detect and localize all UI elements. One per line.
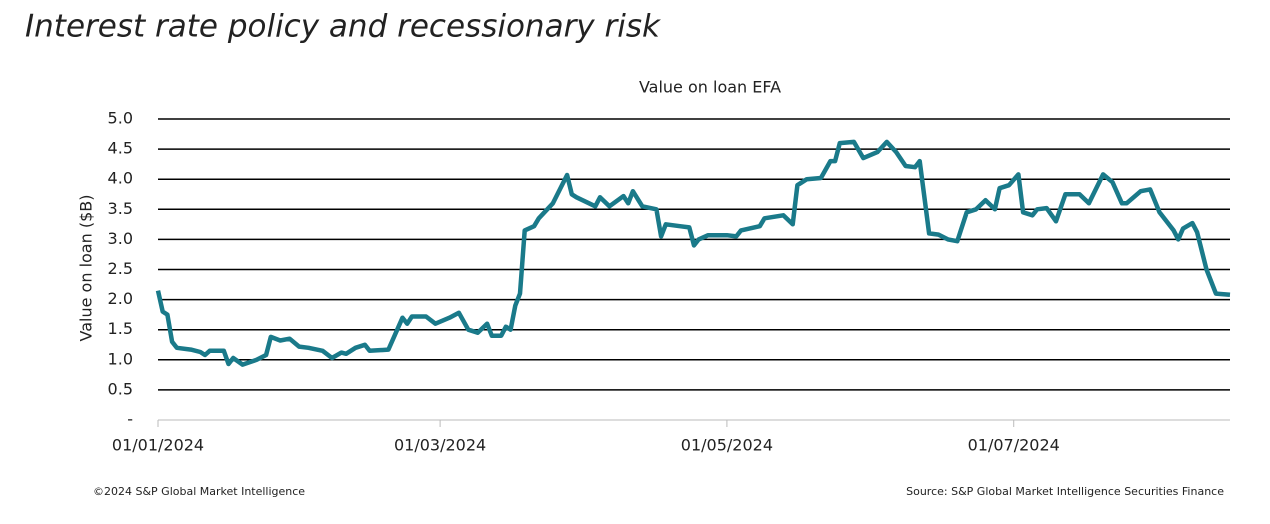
y-tick-label: 1.0 [108,349,133,368]
x-tick-label: 01/07/2024 [968,436,1060,455]
y-tick-label: 4.5 [108,139,133,158]
x-tick-label: 01/03/2024 [394,436,486,455]
page-heading: Interest rate policy and recessionary ri… [25,9,661,45]
data-line [155,139,1231,367]
x-tick-label: 01/05/2024 [681,436,773,455]
y-tick-label: 4.0 [108,169,133,188]
y-tick-label: 3.5 [108,199,133,218]
chart-title: Value on loan EFA [639,78,781,97]
y-tick-label: 2.0 [108,289,133,308]
y-tick-label: 0.5 [108,379,133,398]
footer-left: ©2024 S&P Global Market Intelligence [93,485,305,498]
y-tick-label: 2.5 [108,259,133,278]
y-axis-label: Value on loan ($B) [77,195,96,342]
y-tick-label: 1.5 [108,319,133,338]
x-tick-label: 01/01/2024 [112,436,204,455]
y-tick-label: - [127,410,133,429]
footer-right: Source: S&P Global Market Intelligence S… [906,485,1224,498]
y-tick-label: 5.0 [108,109,133,128]
y-tick-label: 3.0 [108,229,133,248]
